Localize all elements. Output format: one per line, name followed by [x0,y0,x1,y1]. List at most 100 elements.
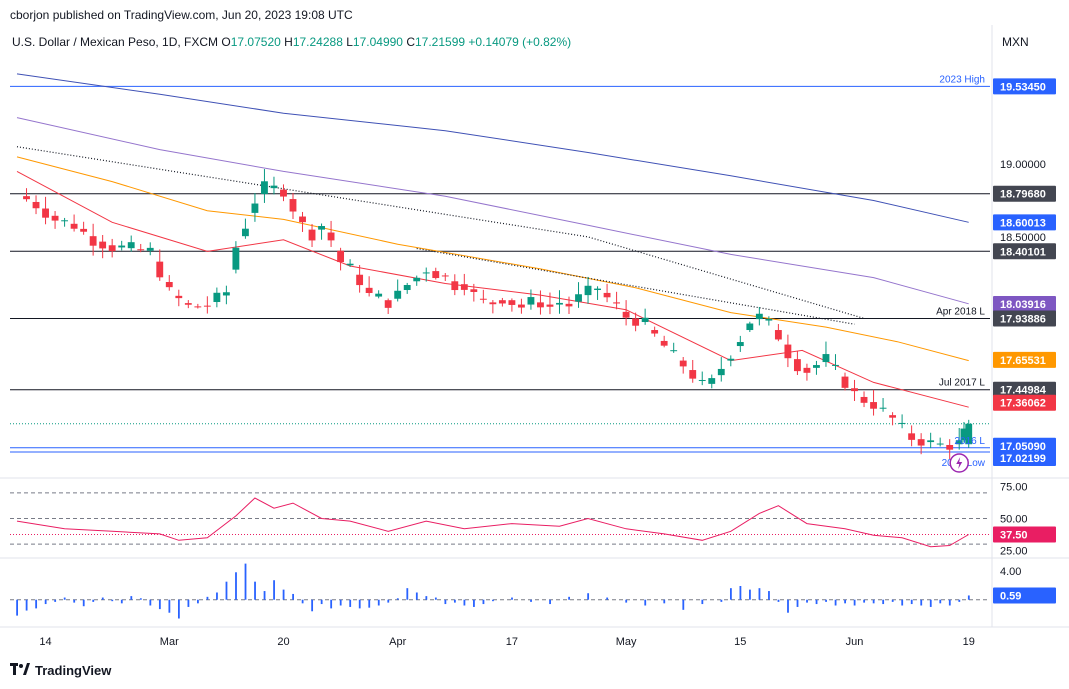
time-axis-tick: Jun [846,636,864,648]
candle [394,279,402,302]
histogram-bar [44,599,47,605]
candle-body [108,245,116,252]
price-level-label-bg [993,381,1056,398]
candle-body [280,189,287,197]
candle [594,286,601,300]
ema20-line [16,170,969,408]
histogram-bar [729,588,732,600]
histogram-bar [187,599,190,607]
candle [689,359,697,383]
histogram-bar [958,599,961,602]
ema200-line [16,73,969,223]
histogram-bar [311,599,314,612]
candle [660,335,668,348]
histogram-bar [482,599,485,605]
candle-body [470,289,478,292]
price-level-label-text: 17.36062 [1000,398,1046,410]
price-level-label: 17.02199 [993,449,1056,466]
candle-body [251,203,259,213]
rsi-value-label: 37.50 [993,526,1056,543]
candle [89,223,97,256]
candle [708,374,716,389]
candle [32,195,40,215]
candle-body [965,423,973,445]
candle [222,285,230,305]
histogram-bar [948,599,951,606]
candle-body [765,318,773,321]
candle [879,398,887,412]
price-axis-tick: 19.00000 [1000,159,1046,171]
candle [803,363,811,381]
candle-body [889,415,897,418]
ohlc-close-label: C [406,35,415,49]
histogram-bar [139,598,142,600]
price-level-label-text: 18.03916 [1000,299,1046,311]
candle-body [165,282,173,288]
candle-body [318,226,325,230]
histogram-bar [377,599,380,606]
rsi-line [16,497,969,548]
candle-body [346,263,354,266]
ema50-line [16,156,969,362]
candle-body [498,300,506,304]
candle-body [793,359,801,372]
candle-body [774,330,782,340]
candle-body [432,271,440,279]
candle [517,298,525,314]
ohlc-low-label: L [346,35,353,49]
histogram-bar [225,581,228,600]
lightning-icon [956,457,963,469]
candle [251,193,259,222]
tradingview-logo-text: TradingView [35,663,112,678]
candle-body [603,292,611,298]
histogram-bar [929,599,932,607]
histogram-bar [511,597,513,600]
trendline-dotted [16,146,865,319]
ohlc-close: 17.21599 [415,35,466,49]
candle [641,308,649,325]
candle [308,223,316,248]
candle-body [337,250,345,263]
candle-body [898,422,906,424]
candle-body [632,318,640,326]
candle-body [127,242,135,249]
candle [889,412,897,426]
price-level-label-text: 17.65531 [1000,355,1046,367]
price-level-label: 18.03916 [993,295,1056,312]
candle-body [308,229,316,241]
candle-body [61,220,69,222]
candle [537,290,544,315]
candle [422,267,430,282]
level-annotation: 2023 High [939,74,985,85]
price-level-label-bg [993,185,1056,202]
histogram-bar [25,599,28,611]
candle-body [927,440,935,443]
candle [527,289,535,310]
tradingview-logo[interactable]: TradingView [10,663,111,678]
histogram-bar [444,599,447,605]
price-level-label-text: 19.53450 [1000,81,1046,93]
histogram-bar [349,599,352,607]
time-axis-tick: 14 [39,636,51,648]
histogram-bar [396,598,399,600]
candle [851,379,858,402]
candle [194,303,202,309]
histogram-bar [758,588,761,600]
candle [498,297,506,307]
time-axis-tick: Mar [160,636,179,648]
price-level-label-bg [993,449,1056,466]
candle [960,421,968,443]
candle-body [384,300,392,308]
histogram-bar [292,593,294,600]
histogram-bar [625,599,628,603]
candle-body [222,292,230,296]
candle-body [660,340,668,346]
rsi-axis-tick: 50.00 [1000,514,1028,526]
candle-body [441,275,449,277]
candle [927,432,935,449]
histogram-bar [301,599,304,604]
time-axis: 14 Mar 20 Apr 17 May 15 Jun 19 [39,636,974,648]
candle-body [594,288,601,291]
